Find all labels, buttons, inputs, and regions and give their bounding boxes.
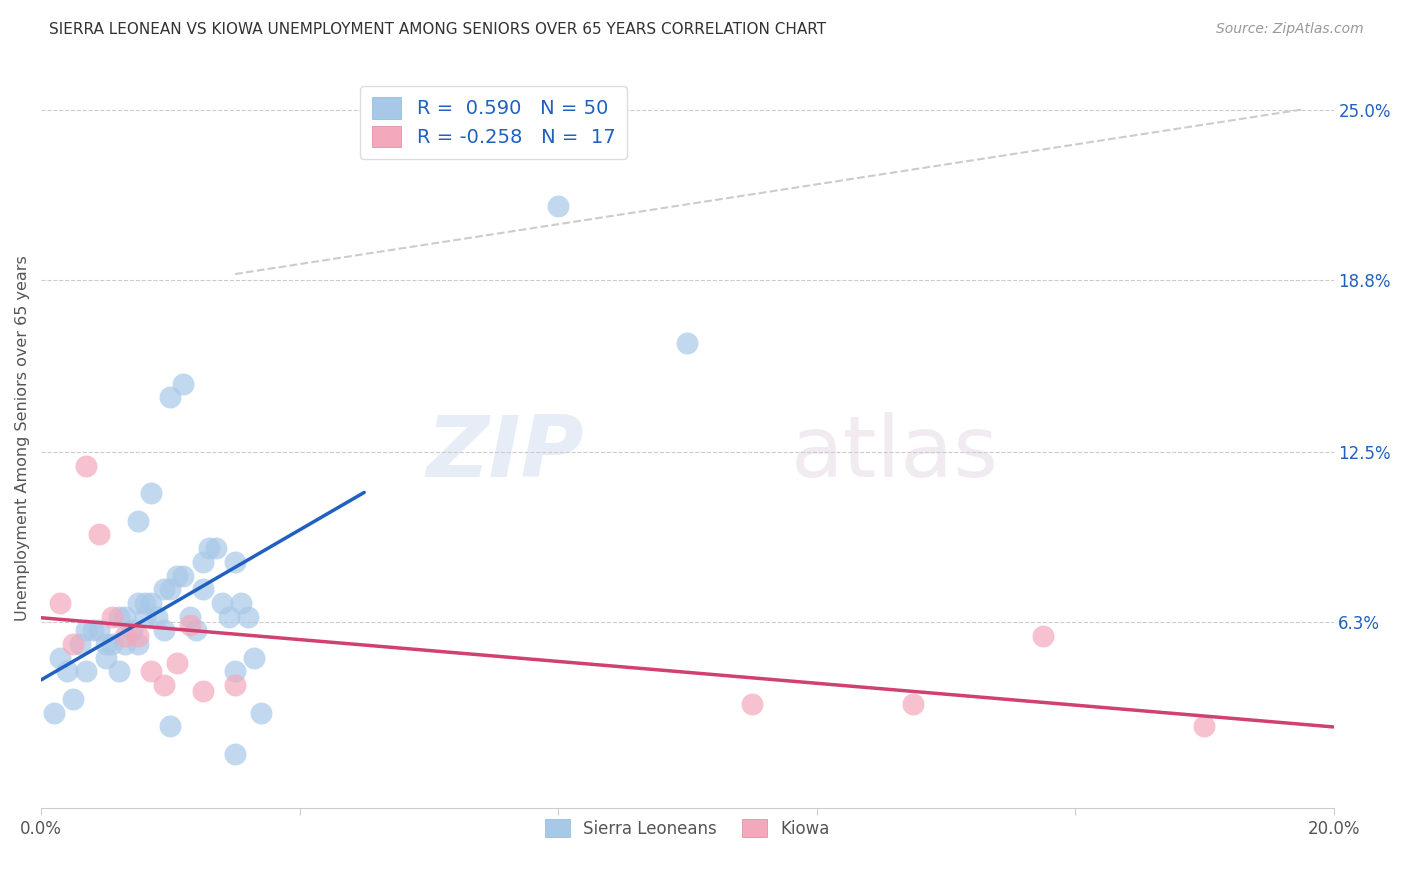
Point (139, 486, 162, 500)
Point (204, 541, 226, 555)
Point (179, 609, 201, 624)
Point (134, 596, 156, 610)
Point (94, 637, 117, 651)
Point (127, 514, 149, 528)
Point (146, 609, 169, 624)
Point (179, 617, 201, 632)
Point (236, 609, 259, 624)
Point (49, 650, 72, 665)
Point (127, 637, 149, 651)
Point (166, 568, 188, 582)
Point (741, 698, 763, 712)
Point (1032, 629, 1054, 643)
Point (75, 624, 97, 638)
Point (676, 335, 699, 350)
Point (153, 678, 176, 692)
Point (224, 747, 246, 761)
Point (1194, 719, 1216, 733)
Point (139, 596, 162, 610)
Point (94, 650, 117, 665)
Text: SIERRA LEONEAN VS KIOWA UNEMPLOYMENT AMONG SENIORS OVER 65 YEARS CORRELATION CHA: SIERRA LEONEAN VS KIOWA UNEMPLOYMENT AMO… (49, 22, 827, 37)
Point (159, 582, 181, 597)
Point (231, 596, 253, 610)
Point (159, 719, 181, 733)
Point (75, 665, 97, 679)
Point (69, 637, 91, 651)
Point (153, 624, 176, 638)
Point (114, 629, 136, 643)
Point (198, 541, 221, 555)
Point (218, 609, 240, 624)
Point (153, 582, 176, 597)
Point (159, 390, 181, 404)
Point (107, 609, 129, 624)
Point (62, 691, 84, 706)
Point (191, 582, 214, 597)
Point (139, 665, 162, 679)
Point (127, 629, 149, 643)
Point (250, 706, 273, 720)
Point (134, 609, 156, 624)
Point (547, 198, 569, 212)
Point (191, 683, 214, 698)
Point (107, 665, 129, 679)
Point (211, 596, 233, 610)
Point (903, 698, 925, 712)
Legend: Sierra Leoneans, Kiowa: Sierra Leoneans, Kiowa (538, 813, 837, 845)
Point (49, 596, 72, 610)
Point (101, 637, 124, 651)
Point (56, 665, 79, 679)
Point (166, 656, 188, 670)
Point (191, 555, 214, 569)
Point (101, 609, 124, 624)
Point (75, 458, 97, 473)
Point (89, 527, 111, 541)
Point (224, 678, 246, 692)
Point (89, 624, 111, 638)
Text: Source: ZipAtlas.com: Source: ZipAtlas.com (1216, 22, 1364, 37)
Text: ZIP: ZIP (426, 412, 583, 495)
Text: atlas: atlas (790, 412, 998, 495)
Point (121, 624, 143, 638)
Point (186, 624, 208, 638)
Point (172, 568, 194, 582)
Point (62, 637, 84, 651)
Point (42, 706, 65, 720)
Y-axis label: Unemployment Among Seniors over 65 years: Unemployment Among Seniors over 65 years (15, 256, 30, 622)
Point (224, 665, 246, 679)
Point (243, 650, 266, 665)
Point (127, 596, 149, 610)
Point (114, 637, 136, 651)
Point (172, 376, 194, 391)
Point (114, 609, 136, 624)
Point (224, 555, 246, 569)
Point (82, 624, 104, 638)
